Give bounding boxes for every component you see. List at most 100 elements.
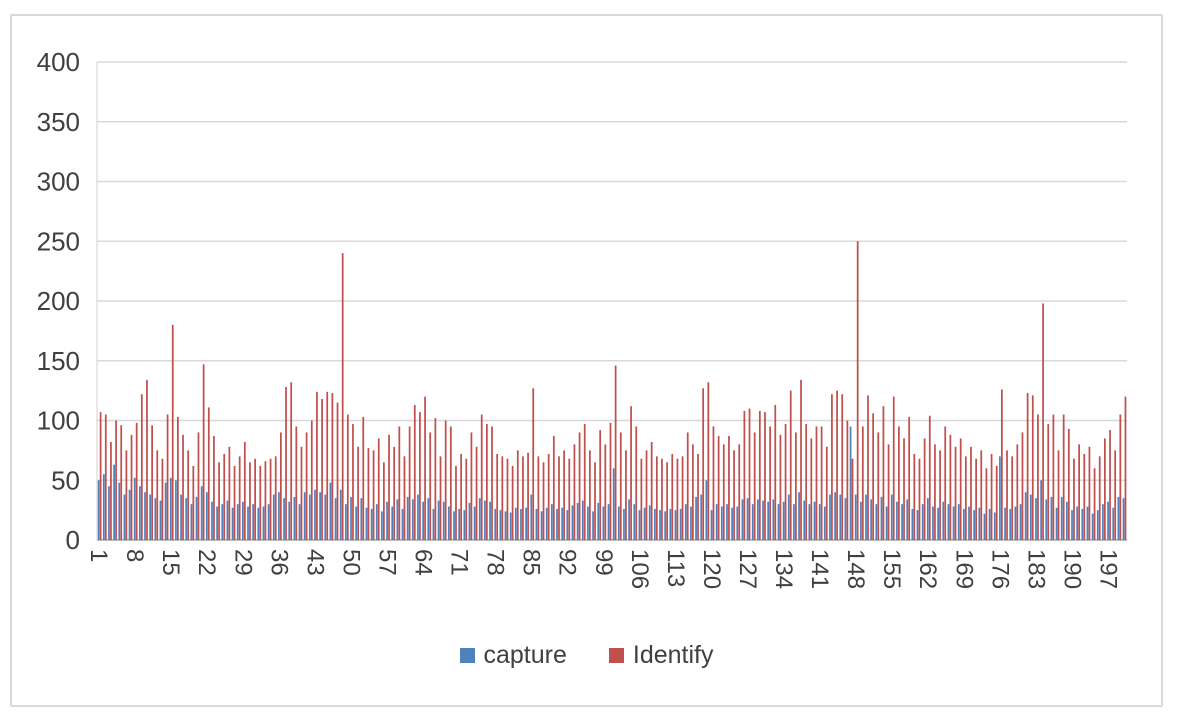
bar-identify [681, 456, 684, 540]
bar-identify [1052, 414, 1055, 540]
bar-identify [578, 432, 581, 540]
x-tick-label: 71 [446, 549, 473, 576]
bar-identify [398, 426, 401, 540]
bar-identify [1001, 389, 1003, 540]
x-tick-label: 155 [878, 549, 905, 589]
y-tick-label: 100 [37, 406, 80, 436]
bar-capture [468, 502, 471, 540]
bar-capture [952, 506, 955, 540]
bar-capture [885, 506, 888, 540]
bar-identify [305, 432, 308, 540]
bar-identify [104, 414, 107, 540]
bar-capture [988, 508, 991, 540]
bar-identify [269, 458, 272, 540]
bar-identify [1031, 395, 1034, 540]
bar-identify [702, 388, 705, 540]
bar-identify [712, 426, 715, 540]
gridlines [96, 61, 1127, 541]
x-tick-label: 1 [85, 549, 112, 562]
bar-capture [803, 500, 806, 540]
bar-capture [324, 494, 327, 540]
bar-identify [547, 453, 550, 540]
y-tick-label: 400 [37, 47, 80, 77]
bar-identify [1104, 438, 1106, 540]
bar-capture [484, 500, 486, 540]
bar-capture [957, 504, 960, 540]
legend-label-identify: Identify [632, 641, 714, 669]
bar-identify [810, 438, 813, 540]
bar-capture [272, 494, 275, 540]
bar-capture [190, 504, 193, 540]
x-tick-label: 22 [193, 549, 220, 576]
bar-identify [903, 438, 905, 540]
bar-identify [341, 253, 344, 540]
bar-capture [757, 499, 759, 540]
legend-item-capture[interactable]: capture [459, 641, 567, 670]
bar-identify [352, 424, 354, 540]
bar-identify [187, 450, 190, 541]
bar-capture [417, 494, 419, 540]
bar-capture [947, 504, 950, 540]
bar-identify [697, 453, 699, 540]
bar-capture [587, 506, 589, 540]
bar-identify [625, 450, 627, 541]
bar-identify [532, 388, 535, 540]
bar-identify [140, 394, 143, 540]
bar-capture [149, 494, 152, 540]
bar-capture [561, 507, 564, 540]
bar-identify [975, 458, 977, 540]
bar-identify [990, 453, 993, 540]
bar-capture [1029, 494, 1032, 540]
bar-capture [339, 489, 342, 540]
bar-identify [764, 412, 766, 540]
bar-capture [427, 498, 430, 540]
bar-identify [171, 324, 174, 540]
bar-capture [1096, 510, 1099, 541]
bar-identify [882, 406, 885, 540]
bar-identify [336, 402, 339, 540]
x-tick-label: 113 [662, 549, 689, 587]
bar-identify [377, 438, 380, 540]
bar-identify [784, 424, 787, 540]
bar-capture [1066, 501, 1068, 540]
bar-identify [630, 406, 632, 540]
bar-capture [314, 489, 316, 540]
bar-capture [844, 498, 847, 540]
chart-frame[interactable]: 0 50 100 150 200 250 300 350 400 1 8 15 22 29 36 43 50 57… [10, 14, 1163, 707]
bar-identify [892, 396, 895, 540]
bar-identify [316, 391, 318, 540]
bar-capture [906, 499, 909, 540]
y-tick-label: 150 [37, 346, 80, 376]
bar-capture [736, 506, 739, 540]
bar-capture [195, 496, 198, 540]
bar-capture [1122, 498, 1125, 540]
bar-identify [635, 426, 638, 540]
bar-identify [1109, 430, 1111, 540]
bar-identify [867, 395, 869, 540]
bar-capture [298, 504, 301, 540]
bar-identify [388, 434, 390, 540]
bar-capture [628, 499, 630, 540]
bar-identify [676, 458, 679, 540]
bar-identify [362, 416, 365, 540]
bar-identify [522, 456, 524, 540]
bar-identify [439, 456, 442, 540]
bar-capture [262, 506, 265, 540]
bar-identify [542, 462, 545, 540]
legend-item-identify[interactable]: Identify [608, 641, 714, 670]
bar-identify [465, 458, 468, 540]
bar-identify [831, 394, 833, 540]
bar-capture [1045, 499, 1048, 540]
bar-identify [434, 418, 437, 540]
bar-identify [413, 404, 416, 540]
bar-capture [741, 499, 744, 540]
bar-capture [1112, 507, 1115, 540]
bar-capture [772, 499, 775, 540]
bar-capture [489, 501, 491, 540]
bar-identify [970, 446, 972, 540]
bar-capture [448, 506, 450, 540]
bar-identify [758, 410, 761, 540]
bar-identify [856, 241, 859, 540]
bar-capture [278, 492, 280, 540]
bar-capture [875, 504, 878, 540]
